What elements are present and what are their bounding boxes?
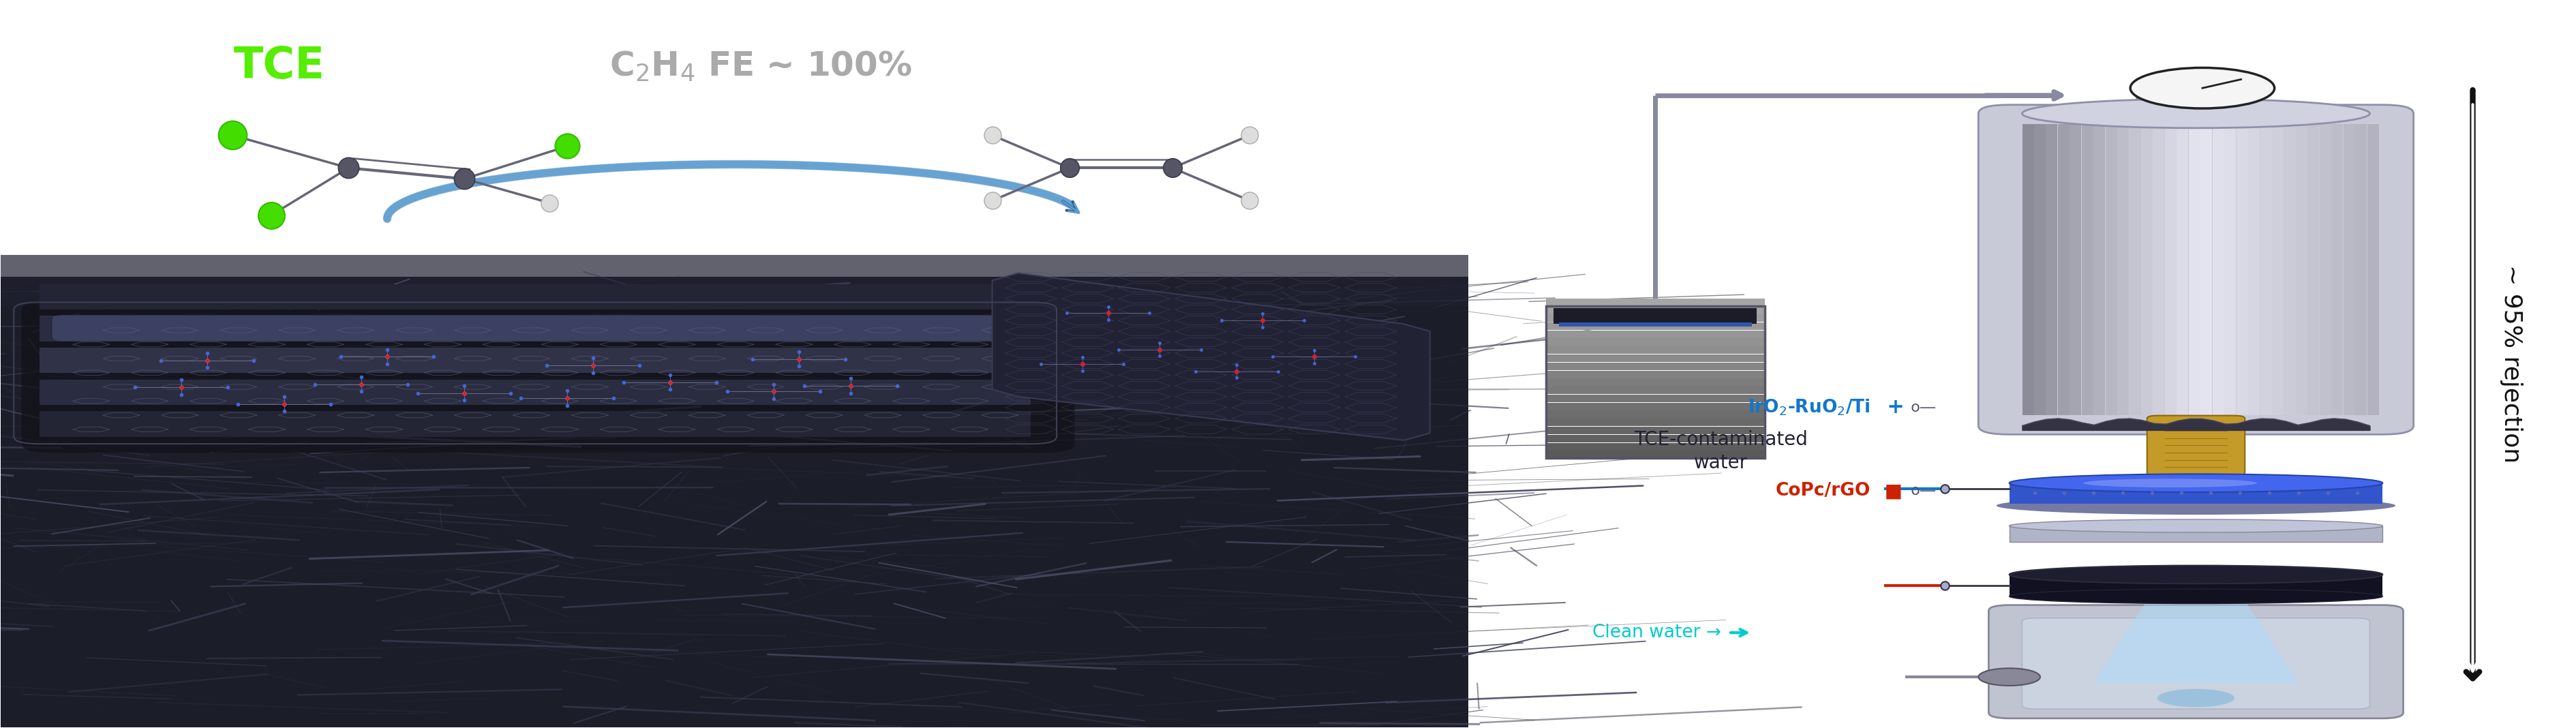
Bar bbox=[2331, 124, 2342, 415]
Bar bbox=[2236, 124, 2246, 415]
Text: ~ 95% rejection: ~ 95% rejection bbox=[2499, 265, 2522, 463]
Bar bbox=[1546, 387, 1765, 394]
Bar bbox=[1558, 323, 1752, 326]
Bar bbox=[2009, 483, 2383, 504]
FancyBboxPatch shape bbox=[21, 301, 1074, 453]
Bar bbox=[1553, 308, 1757, 324]
Ellipse shape bbox=[1996, 496, 2396, 515]
Polygon shape bbox=[0, 255, 1468, 306]
Bar bbox=[2187, 124, 2200, 415]
Bar bbox=[2200, 124, 2213, 415]
Text: CoPc/rGO: CoPc/rGO bbox=[1775, 482, 1870, 500]
FancyBboxPatch shape bbox=[39, 284, 1030, 309]
Bar bbox=[2308, 124, 2318, 415]
Bar bbox=[1546, 411, 1765, 419]
Bar bbox=[1546, 443, 1765, 451]
Bar bbox=[1546, 403, 1765, 411]
FancyBboxPatch shape bbox=[39, 316, 1030, 341]
Bar bbox=[2282, 124, 2295, 415]
Text: ■: ■ bbox=[1873, 481, 1901, 501]
Polygon shape bbox=[0, 277, 1468, 727]
FancyBboxPatch shape bbox=[39, 411, 1030, 437]
Bar bbox=[1546, 314, 1765, 322]
Text: TCE: TCE bbox=[234, 45, 325, 87]
FancyBboxPatch shape bbox=[1989, 605, 2403, 719]
Bar bbox=[2272, 124, 2282, 415]
Bar bbox=[2092, 124, 2105, 415]
Bar bbox=[2213, 124, 2223, 415]
Text: C$_2$H$_4$ FE ~ 100%: C$_2$H$_4$ FE ~ 100% bbox=[608, 50, 912, 83]
Bar bbox=[1546, 363, 1765, 370]
Bar bbox=[1546, 451, 1765, 459]
Bar bbox=[2342, 124, 2354, 415]
Bar bbox=[2009, 526, 2383, 542]
Bar bbox=[1546, 347, 1765, 354]
FancyBboxPatch shape bbox=[2022, 618, 2370, 709]
Text: +: + bbox=[1873, 397, 1904, 417]
Polygon shape bbox=[992, 273, 1430, 440]
Bar bbox=[2354, 124, 2367, 415]
Bar bbox=[2223, 124, 2236, 415]
Text: TCE-contaminated
water: TCE-contaminated water bbox=[1633, 430, 1808, 472]
Bar bbox=[2154, 124, 2164, 415]
Bar bbox=[1546, 395, 1765, 402]
Polygon shape bbox=[2092, 596, 2298, 684]
Bar bbox=[2259, 124, 2272, 415]
Ellipse shape bbox=[2022, 99, 2370, 128]
Bar bbox=[1546, 298, 1765, 306]
Bar bbox=[2295, 124, 2306, 415]
Bar bbox=[2069, 124, 2081, 415]
Bar bbox=[1546, 355, 1765, 362]
Bar bbox=[2045, 124, 2058, 415]
Text: Clean water →: Clean water → bbox=[1592, 624, 1721, 641]
Bar bbox=[2022, 124, 2032, 415]
Bar bbox=[2081, 124, 2092, 415]
Ellipse shape bbox=[2084, 479, 2257, 488]
Ellipse shape bbox=[2009, 589, 2383, 604]
FancyBboxPatch shape bbox=[39, 348, 1030, 373]
Bar bbox=[1546, 435, 1765, 443]
Bar bbox=[2141, 124, 2151, 415]
Bar bbox=[1546, 331, 1765, 338]
Bar bbox=[2318, 124, 2331, 415]
Bar bbox=[2367, 124, 2378, 415]
Bar bbox=[1546, 427, 1765, 435]
Bar bbox=[2164, 124, 2177, 415]
Bar bbox=[2177, 124, 2187, 415]
FancyBboxPatch shape bbox=[1978, 105, 2414, 435]
Bar bbox=[2105, 124, 2117, 415]
FancyBboxPatch shape bbox=[52, 314, 1018, 341]
FancyBboxPatch shape bbox=[2146, 416, 2244, 476]
FancyBboxPatch shape bbox=[39, 379, 1030, 405]
Bar bbox=[2009, 574, 2383, 596]
Text: o―: o― bbox=[1901, 400, 1935, 414]
Bar bbox=[1546, 323, 1765, 330]
Bar bbox=[2128, 124, 2141, 415]
Ellipse shape bbox=[2009, 474, 2383, 492]
Text: IrO$_2$-RuO$_2$/Ti: IrO$_2$-RuO$_2$/Ti bbox=[1747, 398, 1870, 417]
Circle shape bbox=[1978, 668, 2040, 686]
Bar bbox=[2117, 124, 2128, 415]
Ellipse shape bbox=[2009, 519, 2383, 532]
Bar bbox=[1546, 371, 1765, 378]
Bar bbox=[2249, 124, 2259, 415]
Bar bbox=[2032, 124, 2045, 415]
Bar bbox=[1546, 379, 1765, 386]
Text: o―: o― bbox=[1901, 484, 1935, 498]
Ellipse shape bbox=[2009, 566, 2383, 584]
Bar bbox=[1546, 339, 1765, 346]
Bar bbox=[2058, 124, 2069, 415]
Bar bbox=[1546, 419, 1765, 427]
Bar bbox=[1546, 306, 1765, 314]
Ellipse shape bbox=[2156, 689, 2233, 707]
Circle shape bbox=[2130, 68, 2275, 108]
